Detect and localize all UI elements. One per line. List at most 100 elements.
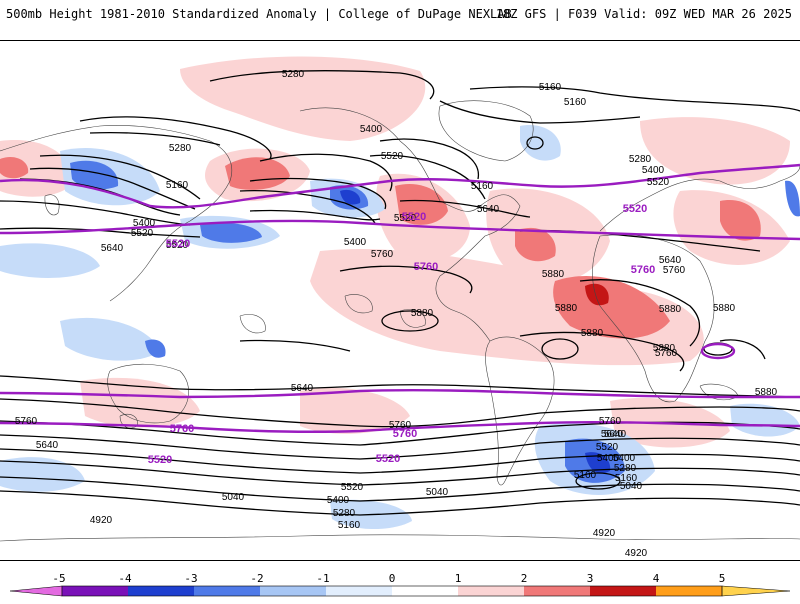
colorbar-tick-label: -1 [316,572,329,585]
pos-anomaly-southern-ocean [80,377,200,428]
highlight-contours [0,163,800,433]
colorbar-seg-neg4 [62,586,128,596]
highlight-ring-madagascar [700,342,736,360]
pos2-anomaly-africa [553,275,670,339]
colorbar-tick-label: -4 [118,572,132,585]
colorbar-arrow-left [9,585,63,597]
neg2-anomaly-indonesia [145,339,166,358]
pos2-anomaly-pacific [225,157,290,190]
anomaly-map: 5280 5160 5160 5400 5280 5520 5160 5280 5400 5520… [0,40,800,561]
neg-anomaly-far-east [730,403,800,437]
contour-label: 5640 [291,383,314,394]
contour-labels: 5280516051605400528055205160528054005520… [15,69,778,559]
contour-label: 5160 [615,473,638,484]
contour-label: 5640 [36,440,59,451]
pos2-anomaly-atlantic [515,227,556,262]
contour-label: 5400 [360,124,383,135]
contour-label: 5280 [614,463,637,474]
colorbar-tick-label: 5 [719,572,726,585]
contour-label: 5880 [542,269,565,280]
pos-anomaly-arctic [180,56,426,141]
pos3-anomaly-africa [585,283,609,306]
highlight-contour-label: 5760 [170,423,194,435]
contour-label: 5520 [381,151,404,162]
model-run-info: 18Z GFS | F039 Valid: 09Z WED MAR 26 202… [495,7,792,21]
neg-anomaly-southwest [0,457,85,492]
contour-label: 4920 [625,548,648,559]
contour-label: 5400 [613,453,636,464]
contour-low-greenland [526,136,544,150]
contour-5400-south [0,434,800,460]
contour-high-tropics [381,310,439,332]
contour-label: 5040 [426,487,449,498]
contour-label: 5640 [477,204,500,215]
colorbar-tick-label: -2 [250,572,263,585]
contour-5160-south [0,460,800,486]
contour-label: 5880 [659,304,682,315]
neg2-anomaly-edge [785,180,800,217]
neg2-anomaly-siberia [70,160,119,190]
contour-label: 5160 [338,520,361,531]
contour-5280-asia [79,116,272,160]
contour-label: 5520 [166,240,189,251]
highlight-contour-label: 5760 [393,428,417,440]
colorbar-tick-label: -3 [184,572,197,585]
contour-low-south [575,472,621,490]
map-svg: 5280516051605400528055205160528054005520… [0,41,800,560]
contour-label: 5880 [555,303,578,314]
contour-5880-tropics [339,265,473,294]
contour-label: 5040 [620,481,643,492]
highlight-contour-label: 5760 [414,261,438,273]
neg-anomaly-indonesia [60,317,160,361]
pos2-anomaly-west-pacific [0,156,29,179]
colorbar-tick-label: 4 [653,572,660,585]
neg2-anomaly-pacific [200,222,262,243]
contour-label: 5520 [596,442,619,453]
contour-label: 4920 [90,515,113,526]
highlight-5760-south [0,388,800,399]
contour-label: 5760 [389,420,412,431]
contour-5880-south [239,339,351,352]
colorbar-seg-pos1 [458,586,524,596]
contour-5160-asia [89,131,221,146]
contour-label: 5760 [599,416,622,427]
contour-label: 4920 [593,528,616,539]
contour-5160-north [469,86,800,112]
highlight-5520-north [0,163,800,209]
contour-label: 5280 [282,69,305,80]
colorbar-seg-neg3 [128,586,194,596]
contour-5520-south [0,420,800,446]
contour-5400-canada [379,138,480,180]
highlight-5520-south [0,420,800,433]
neg3-anomaly-south [585,452,611,474]
contour-label: 5400 [597,453,620,464]
contour-label: 5040 [222,492,245,503]
contour-label: 5880 [581,328,604,339]
highlight-contour-label: 5520 [402,211,426,223]
highlight-contour-label: 5520 [623,203,647,215]
contour-5760-asia [0,227,201,238]
contour-label: 5880 [713,303,736,314]
highlight-contour-label: 5520 [166,238,190,250]
map-title: 500mb Height 1981-2010 Standardized Anom… [6,7,512,21]
contour-label: 5640 [101,243,124,254]
contour-5040-south [0,476,800,502]
contour-label: 5160 [574,470,597,481]
neg3-anomaly-gulf [340,189,361,205]
contour-label: 5640 [601,429,624,440]
contour-5640-pacific [239,190,376,224]
contour-label: 5520 [341,482,364,493]
contour-label: 5760 [371,249,394,260]
contour-label: 5760 [663,265,686,276]
contour-5280-south [0,448,800,474]
colorbar-seg-pos4 [656,586,722,596]
contour-label: 5520 [647,177,670,188]
anomaly-shading [0,56,800,530]
colorbar-seg-neg0 [326,586,392,596]
contour-label: 5160 [539,82,562,93]
pos2-anomaly-arabia [720,200,761,241]
contour-label: 5280 [629,154,652,165]
contour-label: 5280 [333,508,356,519]
pos2-anomaly-canada [395,183,448,225]
